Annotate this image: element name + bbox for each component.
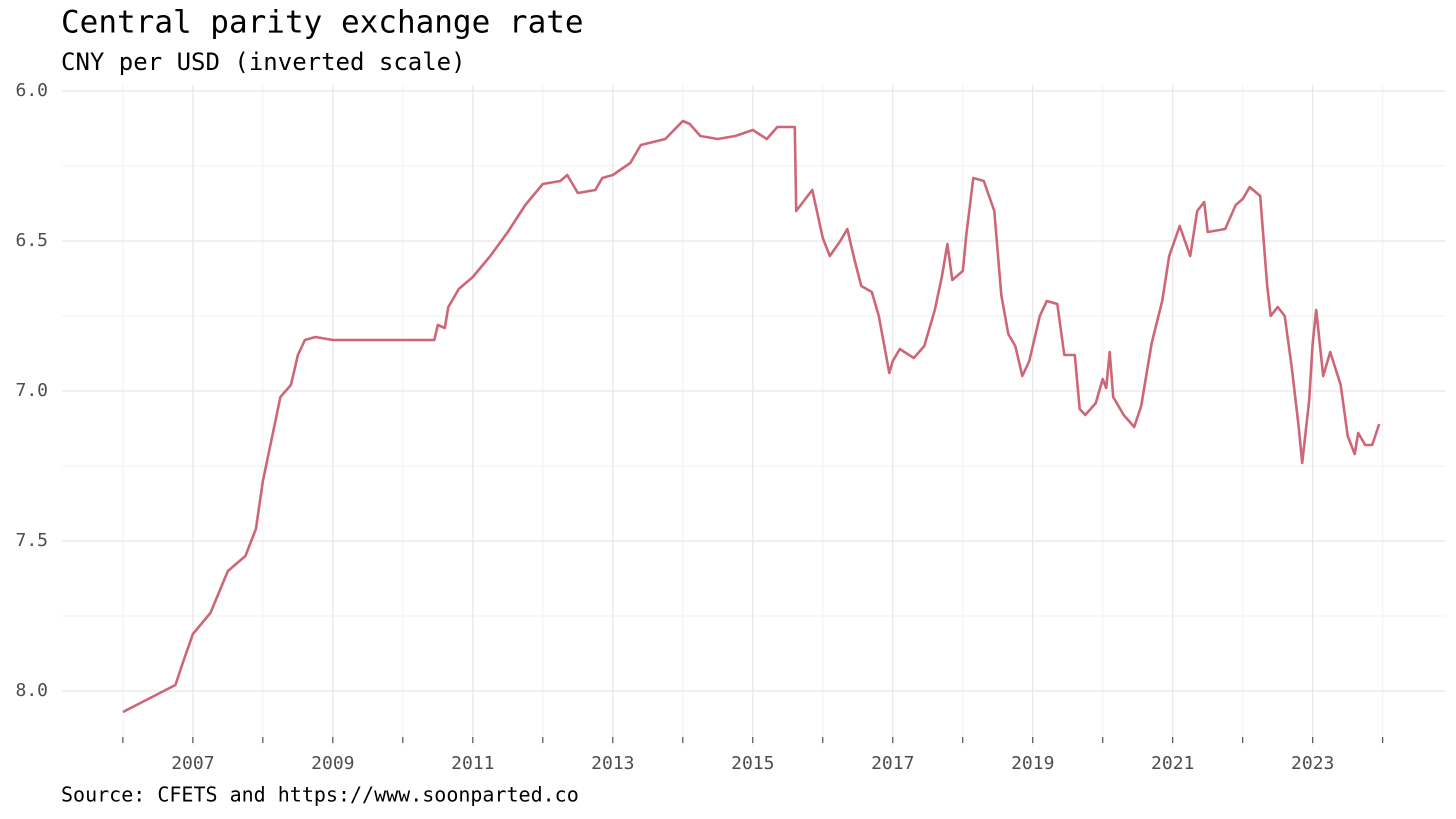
plot [122,119,1381,714]
data-line [122,119,1381,714]
x-tick-label: 2017 [871,753,914,774]
source-note: Source: CFETS and https://www.soonparted… [61,783,579,807]
x-tick-label: 2013 [591,753,634,774]
y-tick-label: 6.0 [15,80,48,101]
x-tick-label: 2019 [1011,753,1054,774]
x-tick-label: 2011 [451,753,494,774]
x-tick-label: 2021 [1151,753,1194,774]
y-tick-label: 6.5 [15,230,48,251]
chart-subtitle: CNY per USD (inverted scale) [61,48,466,76]
y-tick-label: 7.5 [15,530,48,551]
x-tick-label: 2015 [731,753,774,774]
x-tick-label: 2023 [1291,753,1334,774]
grid [62,85,1445,745]
y-tick-label: 8.0 [15,680,48,701]
chart-title: Central parity exchange rate [61,5,584,41]
x-tick-label: 2007 [171,753,214,774]
y-tick-label: 7.0 [15,380,48,401]
x-tick-label: 2009 [311,753,354,774]
